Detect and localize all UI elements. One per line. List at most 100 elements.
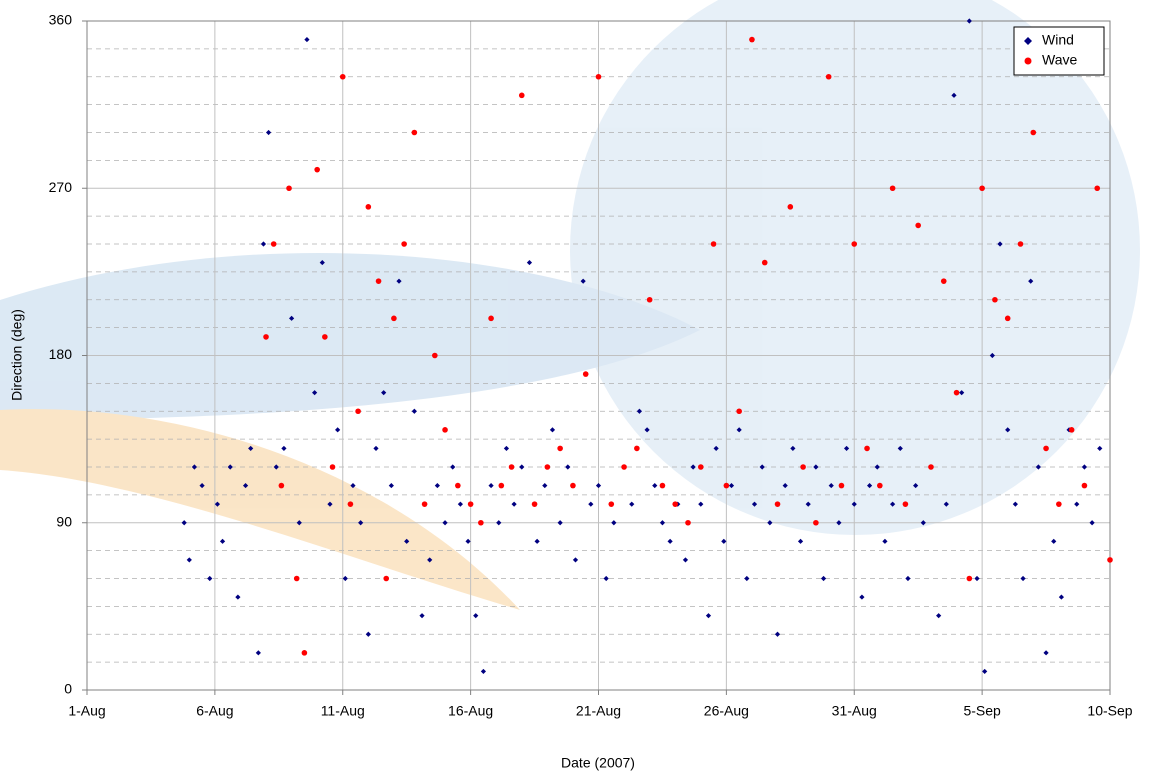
legend-label: Wind	[1042, 32, 1074, 48]
wind-point	[266, 130, 271, 135]
wind-point	[1013, 502, 1018, 507]
wave-point	[279, 483, 285, 489]
wave-point	[286, 185, 292, 191]
wave-point	[519, 93, 525, 99]
wind-point	[542, 483, 547, 488]
wave-point	[967, 576, 973, 582]
x-tick-label: 11-Aug	[321, 703, 365, 719]
legend-marker	[1025, 58, 1032, 65]
wave-point	[864, 446, 870, 452]
wave-point	[468, 501, 474, 507]
wind-point	[668, 539, 673, 544]
wave-point	[545, 464, 551, 470]
wind-point	[465, 539, 470, 544]
wind-point	[974, 576, 979, 581]
wave-point	[660, 483, 666, 489]
wave-point	[1094, 185, 1100, 191]
wind-point	[207, 576, 212, 581]
chart: 0901802703601-Aug6-Aug11-Aug16-Aug21-Aug…	[0, 0, 1154, 781]
wave-point	[928, 464, 934, 470]
wave-point	[992, 297, 998, 303]
wave-point	[647, 297, 653, 303]
wind-point	[504, 446, 509, 451]
wind-point	[281, 446, 286, 451]
wave-point	[1018, 241, 1024, 247]
wind-point	[629, 502, 634, 507]
wind-point	[481, 669, 486, 674]
wave-point	[1107, 557, 1113, 563]
wind-point	[558, 520, 563, 525]
wind-point	[775, 632, 780, 637]
wave-point	[736, 408, 742, 414]
y-tick-label: 0	[64, 681, 72, 697]
wind-point	[343, 576, 348, 581]
wind-point	[573, 557, 578, 562]
watermark	[0, 0, 1140, 610]
wind-point	[389, 483, 394, 488]
wave-point	[355, 408, 361, 414]
x-tick-label: 26-Aug	[704, 703, 749, 719]
wind-point	[1043, 650, 1048, 655]
wind-point	[1059, 594, 1064, 599]
wave-point	[1056, 501, 1062, 507]
wave-point	[1005, 316, 1011, 322]
wave-point	[711, 241, 717, 247]
wind-point	[550, 427, 555, 432]
wave-point	[322, 334, 328, 340]
wind-point	[419, 613, 424, 618]
wave-point	[775, 501, 781, 507]
wind-point	[936, 613, 941, 618]
wind-point	[442, 520, 447, 525]
y-axis-title: Direction (deg)	[9, 309, 25, 401]
x-tick-label: 1-Aug	[68, 703, 105, 719]
wind-point	[261, 241, 266, 246]
wind-point	[512, 502, 517, 507]
wind-point	[435, 483, 440, 488]
wind-point	[604, 576, 609, 581]
wave-point	[698, 464, 704, 470]
wind-point	[1074, 502, 1079, 507]
wind-point	[1097, 446, 1102, 451]
wind-point	[859, 594, 864, 599]
wave-point	[302, 650, 308, 656]
wave-point	[685, 520, 691, 526]
wave-point	[401, 241, 407, 247]
wave-point	[412, 130, 418, 136]
wave-point	[1069, 427, 1075, 433]
wind-point	[235, 594, 240, 599]
x-tick-label: 10-Sep	[1087, 703, 1132, 719]
wave-point	[455, 483, 461, 489]
wind-point	[488, 483, 493, 488]
wave-point	[583, 371, 589, 377]
wave-point	[294, 576, 300, 582]
wave-point	[634, 446, 640, 452]
wind-point	[721, 539, 726, 544]
wave-point	[391, 316, 397, 322]
wind-point	[519, 464, 524, 469]
wind-point	[220, 539, 225, 544]
wave-point	[340, 74, 346, 80]
wind-point	[1082, 464, 1087, 469]
wind-point	[744, 576, 749, 581]
wind-point	[982, 669, 987, 674]
wave-point	[839, 483, 845, 489]
wave-point	[749, 37, 755, 43]
wind-point	[527, 260, 532, 265]
x-tick-label: 6-Aug	[196, 703, 233, 719]
wave-point	[570, 483, 576, 489]
wind-point	[596, 483, 601, 488]
wind-point	[588, 502, 593, 507]
wave-point	[348, 501, 354, 507]
x-axis-title: Date (2007)	[561, 755, 635, 771]
wave-point	[608, 501, 614, 507]
wave-point	[724, 483, 730, 489]
wave-point	[271, 241, 277, 247]
wind-point	[304, 37, 309, 42]
wave-point	[762, 260, 768, 266]
watermark-globe	[570, 0, 1140, 535]
wave-point	[314, 167, 320, 173]
wind-point	[798, 539, 803, 544]
wind-point	[1051, 539, 1056, 544]
wind-point	[905, 576, 910, 581]
wave-point	[1043, 446, 1049, 452]
